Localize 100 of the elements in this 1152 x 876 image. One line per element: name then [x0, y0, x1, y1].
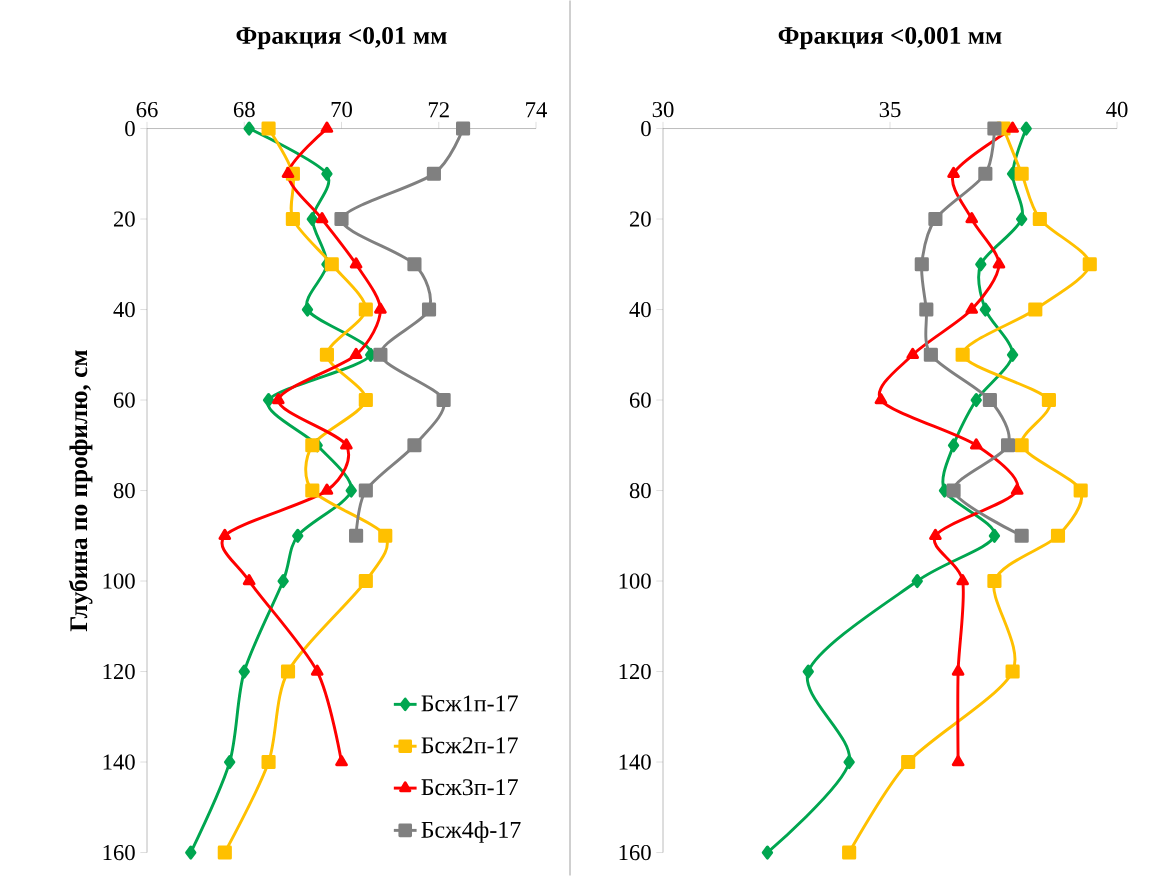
y-tick-label: 120: [619, 663, 651, 680]
point: [1006, 121, 1019, 133]
point: [1010, 483, 1024, 495]
y-tick-label: 120: [103, 663, 135, 680]
point: [378, 528, 393, 543]
point: [919, 302, 934, 317]
point: [965, 211, 979, 224]
y-tick-label: 160: [103, 844, 135, 861]
point: [874, 392, 888, 405]
point: [969, 438, 983, 450]
point: [373, 347, 388, 362]
point: [218, 528, 232, 541]
point: [1020, 121, 1032, 136]
point: [358, 573, 373, 589]
y-tick-label: 60: [629, 392, 651, 408]
y-tick-label: 40: [113, 301, 135, 318]
point: [1014, 438, 1029, 453]
point: [358, 392, 373, 408]
x-tick-label: 70: [331, 101, 352, 118]
point: [315, 211, 329, 224]
point: [906, 347, 920, 360]
point: [217, 845, 232, 860]
point: [349, 528, 364, 543]
point: [1006, 347, 1019, 362]
point: [305, 438, 320, 453]
point: [358, 483, 373, 498]
point: [320, 121, 334, 133]
point: [243, 121, 255, 136]
point: [992, 257, 1006, 269]
point: [1032, 211, 1047, 227]
point: [843, 754, 855, 770]
point: [292, 528, 304, 543]
point: [306, 211, 318, 227]
point: [901, 754, 916, 770]
y-tick-label: 80: [629, 482, 651, 499]
point: [421, 302, 437, 317]
x-tick-label: 74: [526, 102, 547, 118]
point: [261, 754, 276, 770]
point: [761, 845, 774, 860]
y-tick-label: 80: [113, 482, 135, 499]
x-tick-label: 40: [1106, 101, 1128, 118]
point: [965, 302, 979, 314]
point: [1050, 528, 1066, 543]
point: [185, 845, 197, 860]
y-tick-label: 100: [619, 573, 651, 589]
point: [340, 438, 353, 450]
y-tick-label: 40: [629, 301, 651, 318]
legend-label: Бсж1п-17: [421, 695, 518, 712]
x-tick-label: 66: [136, 101, 158, 118]
point: [261, 121, 276, 136]
point: [987, 573, 1002, 589]
point: [242, 573, 256, 586]
point: [277, 573, 289, 589]
point: [928, 211, 943, 227]
y-tick-label: 140: [619, 754, 651, 770]
point: [955, 347, 970, 362]
point: [802, 664, 814, 679]
point: [951, 664, 965, 676]
point: [1000, 438, 1016, 453]
chart-title: Фракция <0,01 мм: [236, 26, 447, 50]
point: [407, 438, 422, 453]
x-tick-label: 35: [879, 101, 901, 118]
point: [987, 121, 1002, 136]
point: [911, 573, 923, 589]
x-tick-label: 72: [428, 102, 449, 118]
point: [280, 664, 296, 679]
point: [319, 347, 334, 362]
point: [914, 257, 929, 272]
y-tick-label: 140: [103, 754, 135, 770]
y-tick-label: 0: [125, 120, 135, 137]
y-tick-label: 60: [113, 392, 135, 408]
point: [238, 664, 250, 679]
point: [978, 166, 993, 181]
chart-title: Фракция <0,001 мм: [778, 26, 1002, 50]
point: [929, 528, 942, 541]
y-tick-label: 100: [103, 573, 135, 589]
x-tick-label: 68: [233, 101, 255, 118]
point: [349, 257, 363, 269]
point: [456, 121, 471, 136]
point: [947, 438, 960, 453]
y-axis-title: Глубина по профилю, см: [68, 350, 93, 632]
point: [1028, 302, 1043, 317]
point: [321, 166, 333, 181]
point: [982, 392, 997, 408]
point: [923, 347, 938, 362]
point: [1005, 664, 1020, 679]
point: [1082, 257, 1097, 272]
point: [281, 166, 295, 179]
point: [262, 392, 275, 408]
point: [426, 166, 441, 181]
point: [349, 347, 363, 360]
point: [979, 302, 992, 317]
point: [975, 257, 987, 272]
point: [334, 211, 349, 227]
point: [956, 573, 969, 586]
point: [271, 392, 285, 405]
point: [947, 166, 960, 179]
point: [1014, 166, 1029, 181]
point: [970, 392, 982, 408]
point: [1073, 483, 1088, 498]
